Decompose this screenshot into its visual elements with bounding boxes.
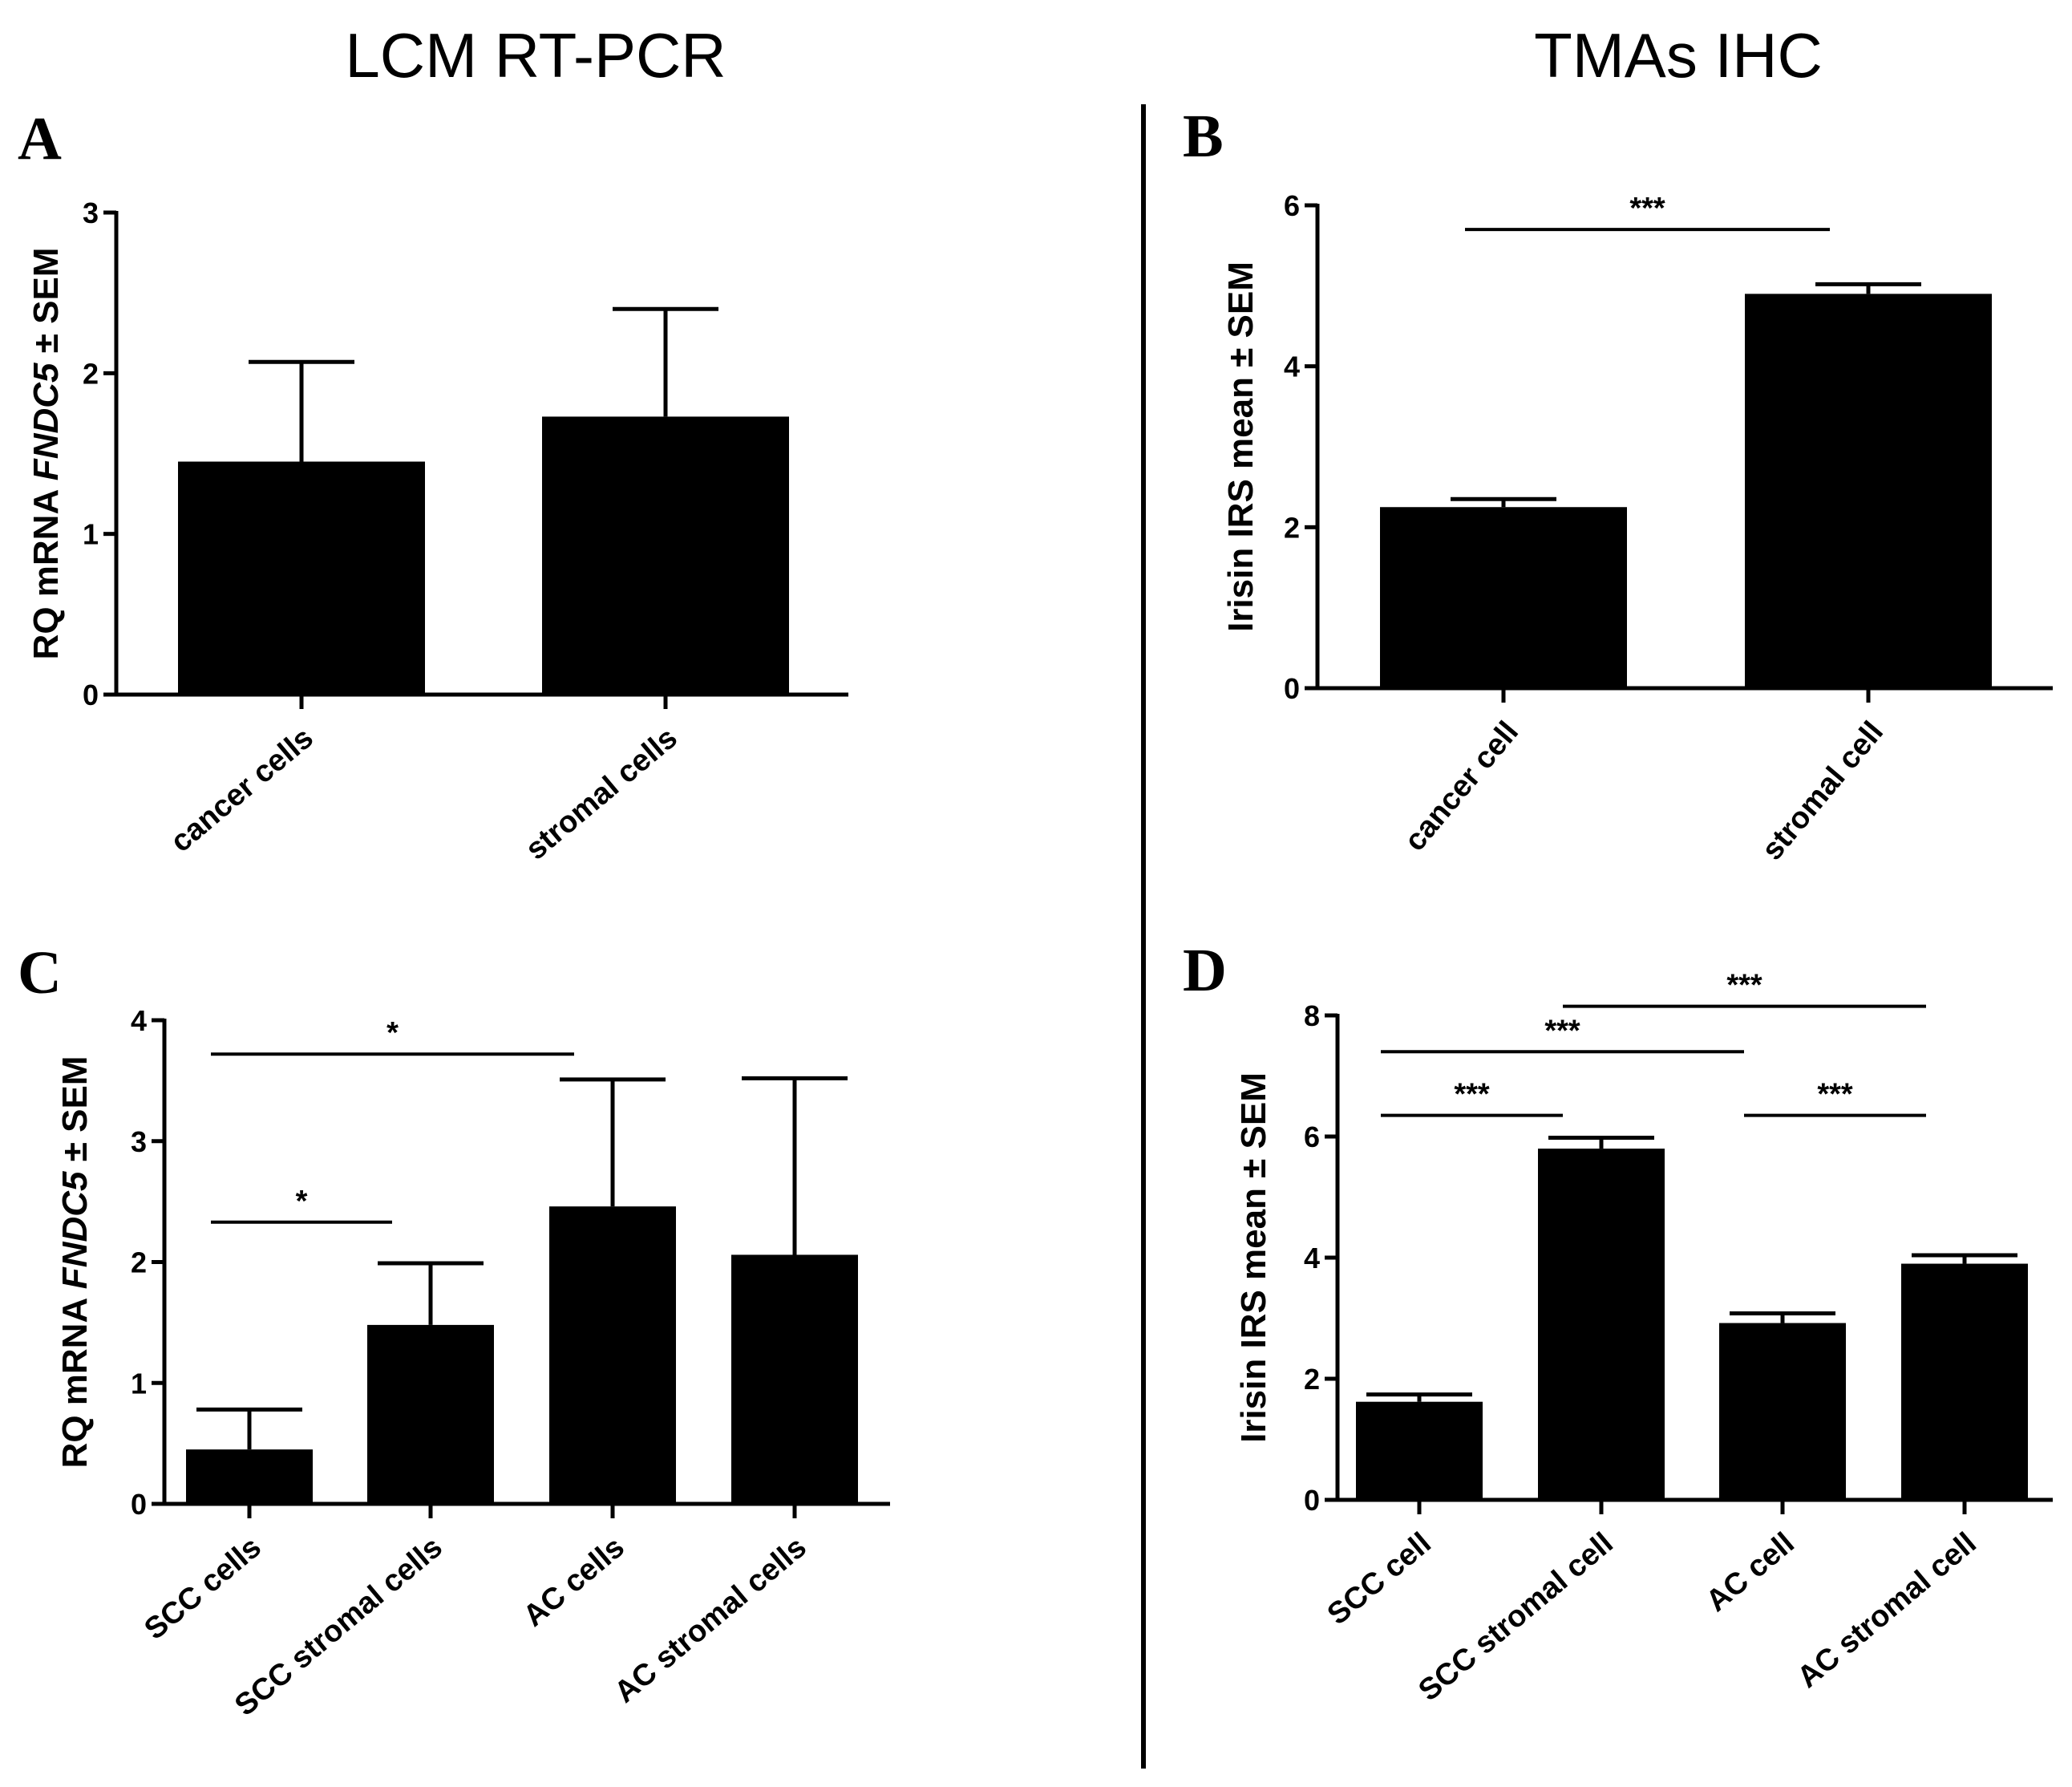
- bar: [367, 1324, 494, 1504]
- y-tick-label: 2: [131, 1246, 147, 1279]
- panel-letter: B: [1183, 103, 1224, 170]
- bar: [1356, 1401, 1483, 1500]
- category-label: AC stromal cell: [1791, 1526, 1983, 1695]
- bar: [1380, 507, 1627, 688]
- panel-letter: C: [18, 939, 62, 1007]
- y-tick-label: 0: [83, 679, 99, 711]
- category-label: SCC stromal cell: [1412, 1526, 1619, 1708]
- y-axis-label-part: FNDC5: [55, 1171, 95, 1289]
- y-tick-label: 4: [1304, 1242, 1320, 1274]
- y-axis-label-part: FNDC5: [26, 363, 66, 480]
- y-tick-label: 0: [1284, 672, 1300, 705]
- y-axis-label-part: RQ mRNA: [55, 1289, 95, 1468]
- y-tick-label: 3: [83, 197, 99, 229]
- y-tick-label: 6: [1304, 1120, 1320, 1153]
- category-label: AC stromal cells: [609, 1530, 813, 1710]
- category-label: stromal cell: [1755, 715, 1890, 867]
- category-label: AC cells: [517, 1530, 631, 1634]
- y-axis-label: Irisin IRS mean ± SEM: [1221, 261, 1261, 632]
- y-tick-label: 6: [1284, 189, 1300, 222]
- bar: [186, 1449, 313, 1504]
- header-left: LCM RT-PCR: [345, 20, 726, 91]
- header-right: TMAs IHC: [1534, 20, 1823, 91]
- significance-label: ***: [1726, 969, 1762, 1003]
- panel-a: A 0 1 2 3 cancer cells stromal cells RQ mRNA FN…: [18, 105, 848, 866]
- category-label: cancer cells: [164, 721, 320, 859]
- bar: [1719, 1323, 1846, 1500]
- significance-label: *: [386, 1016, 399, 1050]
- y-tick-label: 1: [131, 1367, 147, 1400]
- y-axis-label-part: ± SEM: [55, 1056, 95, 1172]
- y-tick-label: 2: [1284, 511, 1300, 544]
- category-label: AC cell: [1700, 1526, 1801, 1619]
- y-tick-label: 1: [83, 518, 99, 551]
- y-tick-label: 3: [131, 1125, 147, 1158]
- y-tick-label: 8: [1304, 999, 1320, 1032]
- bar: [178, 461, 425, 695]
- significance-label: ***: [1629, 192, 1665, 225]
- y-tick-label: 2: [1304, 1363, 1320, 1396]
- y-tick-label: 0: [131, 1488, 147, 1521]
- bar: [549, 1206, 676, 1504]
- panel-letter: D: [1183, 937, 1227, 1004]
- y-tick-label: 4: [1284, 351, 1300, 383]
- significance-label: *: [296, 1185, 308, 1218]
- category-label: cancer cell: [1398, 715, 1525, 858]
- y-tick-label: 0: [1304, 1484, 1320, 1517]
- y-axis-label: RQ mRNA FNDC5 ± SEM: [26, 248, 66, 660]
- category-label: SCC cell: [1321, 1526, 1438, 1631]
- category-label: stromal cells: [520, 721, 684, 867]
- significance-label: ***: [1544, 1014, 1580, 1047]
- category-label: SCC cells: [138, 1530, 267, 1647]
- panel-letter: A: [18, 105, 62, 172]
- bar: [1538, 1149, 1665, 1500]
- y-tick-label: 2: [83, 357, 99, 390]
- y-axis-label-part: Irisin IRS mean ± SEM: [1234, 1072, 1273, 1443]
- y-tick-label: 4: [131, 1004, 147, 1037]
- y-axis-label-part: ± SEM: [26, 248, 66, 363]
- bar: [542, 416, 789, 695]
- y-axis-label: Irisin IRS mean ± SEM: [1234, 1072, 1273, 1443]
- y-axis-label-part: RQ mRNA: [26, 480, 66, 659]
- bar: [731, 1254, 858, 1504]
- significance-label: ***: [1817, 1078, 1853, 1112]
- significance-label: ***: [1454, 1078, 1490, 1112]
- bar: [1745, 294, 1992, 688]
- y-axis-label: RQ mRNA FNDC5 ± SEM: [55, 1056, 95, 1469]
- y-axis-label-part: Irisin IRS mean ± SEM: [1221, 261, 1261, 632]
- panel-b: B 0 2 4 6 cancer cell stromal cell Irisin IRS m…: [1183, 103, 2053, 867]
- bar: [1901, 1263, 2028, 1500]
